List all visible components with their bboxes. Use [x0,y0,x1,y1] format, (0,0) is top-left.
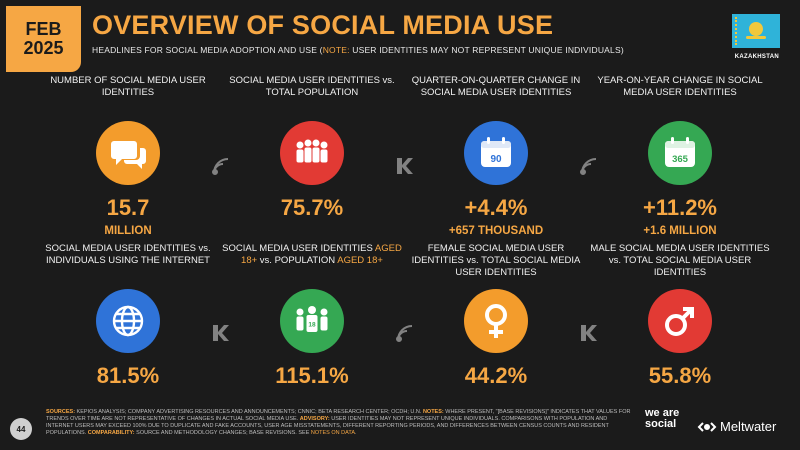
kepios-logo-icon [213,325,229,341]
date-badge: FEB 2025 [6,6,81,72]
datareportal-icon [396,325,413,342]
stat-label: SOCIAL MEDIA USER IDENTITIES vs. INDIVID… [45,243,211,266]
stat-card-male: MALE SOCIAL MEDIA USER IDENTITIES vs. TO… [590,243,770,389]
notes-on-data-link[interactable]: NOTES ON DATA [310,430,355,436]
stat-value: 75.7% [280,195,344,220]
stat-card-vs-population: SOCIAL MEDIA USER IDENTITIES vs. TOTAL P… [222,75,402,221]
stat-value: 15.7 [106,195,150,220]
stat-value: 115.1% [275,363,349,388]
date-year: 2025 [23,38,64,58]
meltwater-icon [697,421,717,432]
stat-card-quarter-change: QUARTER-ON-QUARTER CHANGE IN SOCIAL MEDI… [406,75,586,237]
stat-sub: +657 THOUSAND [448,225,544,237]
female-symbol-icon [464,289,528,353]
stat-value: 44.2% [464,363,528,388]
svg-text:18: 18 [308,322,316,329]
stat-label: YEAR-ON-YEAR CHANGE IN SOCIAL MEDIA USER… [597,75,763,98]
we-are-social-logo: we are social [645,407,680,430]
stat-label: SOCIAL MEDIA USER IDENTITIES vs. TOTAL P… [229,75,395,98]
stat-label: SOCIAL MEDIA USER IDENTITIES AGED 18+ vs… [222,243,402,266]
stat-label: NUMBER OF SOCIAL MEDIA USER IDENTITIES [50,75,206,98]
calendar-90-icon: 90 [464,121,528,185]
country-label: KAZAKHSTAN [734,54,779,60]
stat-card-female: FEMALE SOCIAL MEDIA USER IDENTITIES vs. … [406,243,586,389]
stat-value: +11.2% [642,195,717,220]
svg-text:90: 90 [490,154,502,165]
stat-value: +4.4% [464,195,528,220]
male-symbol-icon [648,289,712,353]
stat-card-vs-internet: SOCIAL MEDIA USER IDENTITIES vs. INDIVID… [38,243,218,389]
stat-value: 81.5% [96,363,160,388]
globe-icon [96,289,160,353]
stat-label: MALE SOCIAL MEDIA USER IDENTITIES vs. TO… [590,243,770,278]
date-month: FEB [25,19,62,40]
stat-label: QUARTER-ON-QUARTER CHANGE IN SOCIAL MEDI… [411,75,581,98]
footer-notes: SOURCES: KEPIOS ANALYSIS; COMPANY ADVERT… [46,409,631,436]
stat-card-adults: SOCIAL MEDIA USER IDENTITIES AGED 18+ vs… [222,243,402,389]
calendar-365-icon: 365 [648,121,712,185]
stat-sub: +1.6 MILLION [643,225,717,237]
kazakhstan-flag-icon [732,14,780,48]
adults-18-icon: 18 [280,289,344,353]
datareportal-icon [212,158,229,175]
stat-value: 55.8% [648,363,712,388]
page-number: 44 [10,418,32,440]
meltwater-logo: Meltwater [697,419,776,434]
stat-sub: MILLION [104,225,152,237]
kepios-logo-icon [397,158,413,174]
page-subtitle: HEADLINES FOR SOCIAL MEDIA ADOPTION AND … [92,45,624,55]
page-title: OVERVIEW OF SOCIAL MEDIA USE [92,10,554,40]
stat-card-year-change: YEAR-ON-YEAR CHANGE IN SOCIAL MEDIA USER… [590,75,770,237]
stat-label: FEMALE SOCIAL MEDIA USER IDENTITIES vs. … [411,243,581,278]
stat-card-user-identities: NUMBER OF SOCIAL MEDIA USER IDENTITIES 1… [38,75,218,237]
chat-bubbles-icon [96,121,160,185]
people-group-icon [280,121,344,185]
subtitle-note: NOTE: [322,45,350,55]
svg-text:365: 365 [672,154,689,165]
datareportal-icon [580,158,597,175]
kepios-logo-icon [581,325,597,341]
